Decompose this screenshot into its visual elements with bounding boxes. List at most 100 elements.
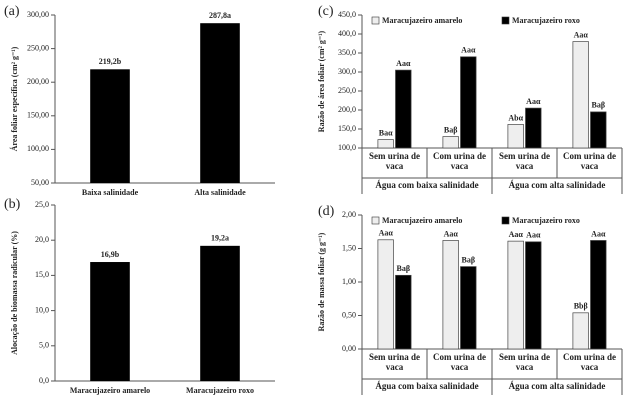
y-tick-label: 10,0 xyxy=(35,305,49,314)
y-tick-label: 300,00 xyxy=(27,10,49,19)
group-label: Água com alta salinidade xyxy=(509,381,606,391)
bar xyxy=(460,266,477,350)
y-axis-label: Razão de área foliar (cm² g⁻¹) xyxy=(317,30,326,132)
value-label: Abα xyxy=(508,113,523,122)
x-tick-label: Sem urina de vaca xyxy=(368,352,420,372)
legend-swatch xyxy=(501,16,510,25)
y-tick-label: 0,50 xyxy=(342,310,356,319)
x-tick-label: Com urina de vaca xyxy=(432,151,486,171)
y-tick-label: 20,0 xyxy=(35,235,49,244)
y-tick-label: 250,00 xyxy=(27,43,49,52)
value-label: Baβ xyxy=(592,101,606,110)
y-tick-label: 25,0 xyxy=(35,200,49,209)
x-tick-label: Com urina de vaca xyxy=(432,151,486,171)
value-label: Aaα xyxy=(526,231,541,240)
bar xyxy=(525,107,542,149)
x-tick-label: Com urina de vaca xyxy=(432,352,486,372)
x-tick-label: Maracujazeiro amarelo xyxy=(70,386,150,395)
bar xyxy=(590,240,607,350)
legend-swatch xyxy=(371,216,380,225)
panel-label: (c) xyxy=(318,4,334,19)
legend-label: Maracujazeiro roxo xyxy=(512,216,580,225)
y-axis-label: Área foliar específica (cm² g⁻¹) xyxy=(9,46,19,151)
y-tick-label: 450,0 xyxy=(338,10,356,19)
value-label: Aaα xyxy=(461,46,476,55)
legend-swatch xyxy=(371,16,380,25)
y-tick-label: 1,50 xyxy=(342,243,356,252)
value-label: Baα xyxy=(379,128,393,137)
y-tick-label: 5,0 xyxy=(39,341,49,350)
x-tick-label: Sem urina de vaca xyxy=(368,151,420,171)
panel-label: (b) xyxy=(4,197,21,212)
value-label: Aaα xyxy=(591,229,606,238)
value-label: Bbβ xyxy=(574,302,588,311)
y-tick-label: 150,0 xyxy=(338,124,356,133)
value-label: Aaα xyxy=(509,230,524,239)
value-label: Aaα xyxy=(379,229,394,238)
panel-label: (a) xyxy=(4,4,20,19)
panel-label: (d) xyxy=(318,204,335,219)
x-tick-label: Com urina de vaca xyxy=(562,151,616,171)
bar xyxy=(590,111,607,149)
value-label: 16,9b xyxy=(101,250,120,259)
y-tick-label: 50,00 xyxy=(31,178,49,187)
bar xyxy=(395,274,412,350)
legend-swatch xyxy=(501,216,510,225)
value-label: Baβ xyxy=(462,255,476,264)
value-label: Aaα xyxy=(526,97,541,106)
value-label: Baβ xyxy=(397,264,411,273)
bar xyxy=(90,262,130,381)
x-tick-label: Maracujazeiro roxo xyxy=(186,386,254,395)
y-tick-label: 0,0 xyxy=(39,376,49,385)
value-label: 19,2a xyxy=(211,234,229,243)
x-tick-label: Sem urina de vaca xyxy=(498,151,550,171)
x-tick-label: Sem urina de vaca xyxy=(498,151,550,171)
x-tick-label: Sem urina de vaca xyxy=(368,151,420,171)
bar xyxy=(395,69,412,149)
legend-label: Maracujazeiro roxo xyxy=(512,16,580,25)
bar xyxy=(200,245,240,381)
y-tick-label: 0,00 xyxy=(342,344,356,353)
bar xyxy=(377,239,394,350)
group-label: Água com alta salinidade xyxy=(509,180,606,190)
y-tick-label: 100,0 xyxy=(338,143,356,152)
value-label: 219,2b xyxy=(99,57,122,66)
group-label: Água com baixa salinidade xyxy=(375,180,478,190)
y-tick-label: 100,00 xyxy=(27,144,49,153)
bar xyxy=(377,139,394,149)
x-tick-label: Sem urina de vaca xyxy=(368,352,420,372)
y-tick-label: 400,0 xyxy=(338,29,356,38)
group-label: Água com baixa salinidade xyxy=(375,381,478,391)
value-label: Aaα xyxy=(574,30,589,39)
x-tick-label: Alta salinidade xyxy=(194,188,246,197)
bar xyxy=(442,240,459,350)
bar xyxy=(507,124,524,149)
bar xyxy=(200,23,240,184)
y-tick-label: 15,0 xyxy=(35,270,49,279)
x-tick-label: Sem urina de vaca xyxy=(498,352,550,372)
bar xyxy=(507,240,524,350)
x-tick-label: Com urina de vaca xyxy=(562,151,616,171)
legend-label: Maracujazeiro amarelo xyxy=(382,216,462,225)
x-tick-label: Com urina de vaca xyxy=(432,352,486,372)
y-tick-label: 350,0 xyxy=(338,48,356,57)
y-tick-label: 300,0 xyxy=(338,67,356,76)
y-axis-label: Alocação de biomassa radicular (%) xyxy=(10,231,19,355)
legend-label: Maracujazeiro amarelo xyxy=(382,16,462,25)
bar xyxy=(442,136,459,149)
bar xyxy=(572,312,589,350)
value-label: Baβ xyxy=(444,125,458,134)
value-label: 287,8a xyxy=(209,11,231,20)
y-tick-label: 250,0 xyxy=(338,86,356,95)
x-tick-label: Sem urina de vaca xyxy=(498,352,550,372)
bar xyxy=(90,69,130,183)
value-label: Aaα xyxy=(444,229,459,238)
bar xyxy=(525,241,542,350)
y-tick-label: 200,00 xyxy=(27,77,49,86)
x-tick-label: Com urina de vaca xyxy=(562,352,616,372)
y-tick-label: 200,0 xyxy=(338,105,356,114)
y-tick-label: 150,00 xyxy=(27,111,49,120)
bar xyxy=(460,56,477,149)
